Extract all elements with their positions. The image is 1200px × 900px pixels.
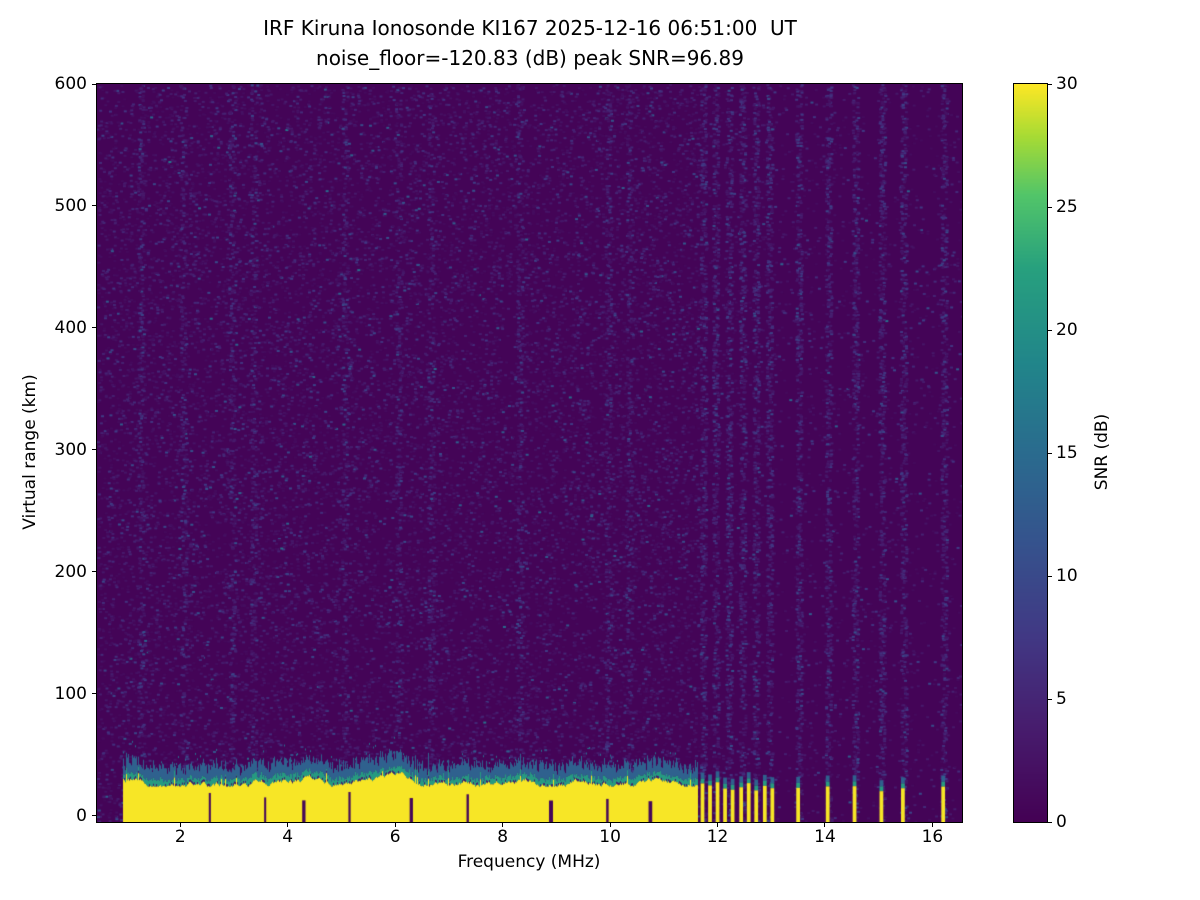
colorbar-tick-label: 5 — [1056, 689, 1067, 709]
x-tick-label: 10 — [599, 827, 621, 847]
colorbar — [1013, 83, 1048, 823]
colorbar-tick-label: 30 — [1056, 74, 1078, 94]
colorbar-tick-label: 20 — [1056, 320, 1078, 340]
colorbar-tick-label: 25 — [1056, 197, 1078, 217]
colorbar-tick-label: 15 — [1056, 443, 1078, 463]
x-tick-label: 16 — [921, 827, 944, 847]
y-tick-label: 300 — [54, 439, 87, 460]
colorbar-tick — [1048, 452, 1052, 454]
y-tick-label: 0 — [76, 805, 87, 826]
colorbar-tick — [1048, 206, 1052, 208]
y-tick-label: 500 — [54, 195, 87, 216]
x-tick — [609, 823, 611, 827]
y-tick — [92, 693, 96, 695]
x-tick-label: 2 — [174, 827, 186, 847]
x-tick — [502, 823, 504, 827]
plot-area — [96, 83, 963, 823]
colorbar-tick — [1048, 698, 1052, 700]
colorbar-label: SNR (dB) — [1092, 413, 1112, 491]
x-tick — [931, 823, 933, 827]
y-axis-label: Virtual range (km) — [20, 374, 40, 530]
ionogram-heatmap — [97, 84, 962, 822]
y-tick-label: 100 — [54, 683, 87, 704]
x-tick — [824, 823, 826, 827]
chart-subtitle: noise_floor=-120.83 (dB) peak SNR=96.89 — [316, 46, 744, 70]
colorbar-tick — [1048, 329, 1052, 331]
x-tick — [287, 823, 289, 827]
x-tick-label: 8 — [497, 827, 509, 847]
y-tick — [92, 327, 96, 329]
x-tick-label: 6 — [389, 827, 401, 847]
x-tick-label: 14 — [814, 827, 836, 847]
y-tick-label: 600 — [54, 74, 87, 94]
colorbar-tick — [1048, 821, 1052, 823]
y-tick — [92, 815, 96, 817]
colorbar-tick — [1048, 575, 1052, 577]
x-tick-label: 4 — [282, 827, 294, 847]
chart-title: IRF Kiruna Ionosonde KI167 2025-12-16 06… — [263, 16, 797, 40]
x-tick — [394, 823, 396, 827]
y-tick — [92, 571, 96, 573]
x-axis-label: Frequency (MHz) — [457, 852, 601, 872]
y-tick-label: 200 — [54, 561, 87, 582]
x-tick — [179, 823, 181, 827]
colorbar-tick-label: 0 — [1056, 812, 1067, 832]
y-tick — [92, 449, 96, 451]
y-tick — [92, 205, 96, 207]
x-tick — [717, 823, 719, 827]
colorbar-tick-label: 10 — [1056, 566, 1078, 586]
colorbar-gradient — [1014, 84, 1047, 822]
x-tick-label: 12 — [706, 827, 729, 847]
y-tick — [92, 83, 96, 85]
colorbar-tick — [1048, 83, 1052, 85]
y-tick-label: 400 — [54, 317, 87, 338]
